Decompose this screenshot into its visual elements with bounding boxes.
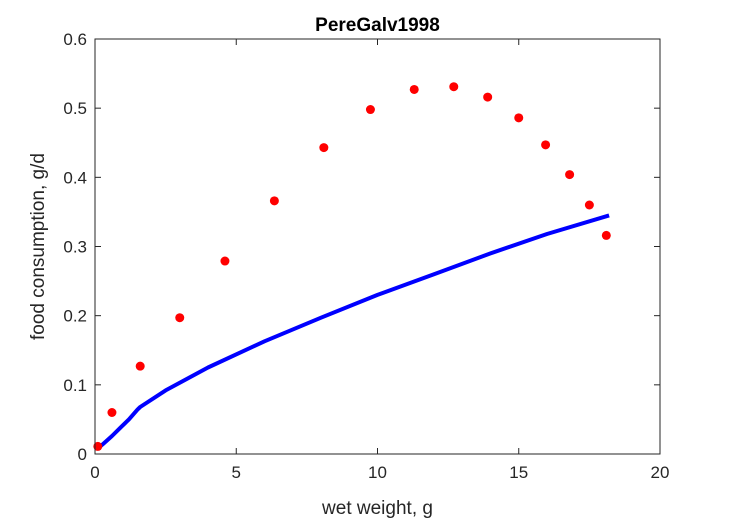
x-tick-label: 10 [368, 463, 387, 482]
x-tick-label: 15 [509, 463, 528, 482]
y-tick-label: 0.4 [63, 168, 87, 187]
y-tick-label: 0.1 [63, 376, 87, 395]
data-point [565, 170, 575, 180]
data-point [584, 200, 594, 210]
axes-box [94, 38, 661, 455]
x-tick-label: 20 [651, 463, 670, 482]
data-point [319, 143, 329, 153]
data-point [175, 313, 185, 323]
y-axis-label: food consumption, g/d [28, 153, 49, 340]
y-tick-label: 0 [78, 445, 87, 464]
y-axis-ticks: 0 0.1 0.2 0.3 0.4 0.5 0.6 [63, 30, 660, 464]
chart-title: PereGalv1998 [315, 15, 440, 36]
data-point [269, 196, 279, 206]
data-point [601, 230, 611, 240]
plot-area [95, 39, 660, 454]
data-point [483, 92, 493, 102]
x-tick-label: 0 [90, 463, 99, 482]
data-point [93, 441, 103, 451]
y-tick-label: 0.2 [63, 307, 87, 326]
data-point [220, 256, 230, 266]
data-point [135, 361, 145, 371]
model-line [96, 213, 610, 451]
data-point [107, 408, 117, 417]
x-axis-label: wet weight, g [321, 498, 433, 519]
y-tick-label: 0.3 [63, 238, 87, 257]
y-tick-label: 0.6 [63, 30, 87, 49]
data-point [541, 140, 551, 150]
plot-series [93, 82, 611, 451]
data-point [449, 82, 459, 92]
y-tick-label: 0.5 [63, 99, 87, 118]
data-point [514, 113, 524, 123]
data-point [365, 105, 375, 115]
data-point [409, 84, 419, 94]
x-tick-label: 5 [232, 463, 241, 482]
